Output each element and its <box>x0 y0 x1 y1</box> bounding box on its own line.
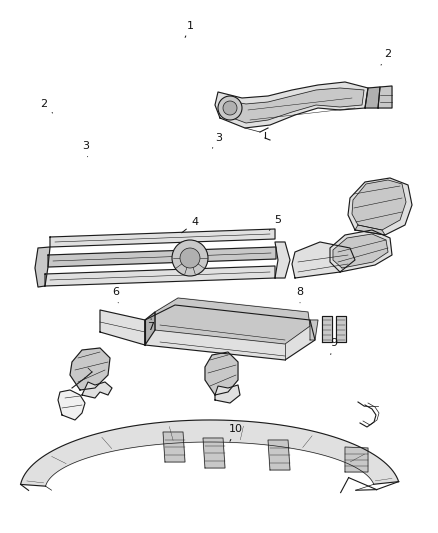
Polygon shape <box>100 310 145 345</box>
Polygon shape <box>215 82 368 128</box>
Text: 1: 1 <box>185 21 194 37</box>
Polygon shape <box>163 432 185 462</box>
Circle shape <box>180 248 200 268</box>
Polygon shape <box>220 88 364 123</box>
Text: 5: 5 <box>269 215 282 230</box>
Text: 10: 10 <box>229 424 243 441</box>
Text: 7: 7 <box>148 319 155 332</box>
Polygon shape <box>348 178 412 235</box>
Polygon shape <box>50 229 275 247</box>
Circle shape <box>218 96 242 120</box>
Polygon shape <box>310 320 318 340</box>
Polygon shape <box>145 305 315 360</box>
Polygon shape <box>292 242 355 278</box>
Polygon shape <box>35 247 50 287</box>
Polygon shape <box>48 247 276 267</box>
Text: 9: 9 <box>330 338 337 354</box>
Polygon shape <box>21 420 399 486</box>
Polygon shape <box>82 382 112 398</box>
Polygon shape <box>215 385 240 403</box>
Polygon shape <box>355 225 385 235</box>
Text: 3: 3 <box>82 141 89 157</box>
Polygon shape <box>70 348 110 390</box>
Polygon shape <box>333 234 388 268</box>
Circle shape <box>172 240 208 276</box>
Polygon shape <box>205 352 238 395</box>
Text: 4: 4 <box>182 217 198 233</box>
Polygon shape <box>336 316 346 342</box>
Text: 2: 2 <box>381 50 391 65</box>
Polygon shape <box>155 298 310 344</box>
Polygon shape <box>203 438 225 468</box>
Polygon shape <box>45 266 275 286</box>
Polygon shape <box>275 242 290 278</box>
Polygon shape <box>268 440 290 470</box>
Polygon shape <box>378 86 392 108</box>
Polygon shape <box>345 447 368 472</box>
Polygon shape <box>365 87 380 108</box>
Polygon shape <box>352 180 406 230</box>
Text: 8: 8 <box>297 287 304 303</box>
Polygon shape <box>330 230 392 272</box>
Polygon shape <box>322 316 332 342</box>
Circle shape <box>223 101 237 115</box>
Text: 2: 2 <box>40 100 53 113</box>
Text: 6: 6 <box>113 287 120 303</box>
Text: 3: 3 <box>212 133 223 148</box>
Polygon shape <box>58 390 85 420</box>
Polygon shape <box>145 312 155 345</box>
